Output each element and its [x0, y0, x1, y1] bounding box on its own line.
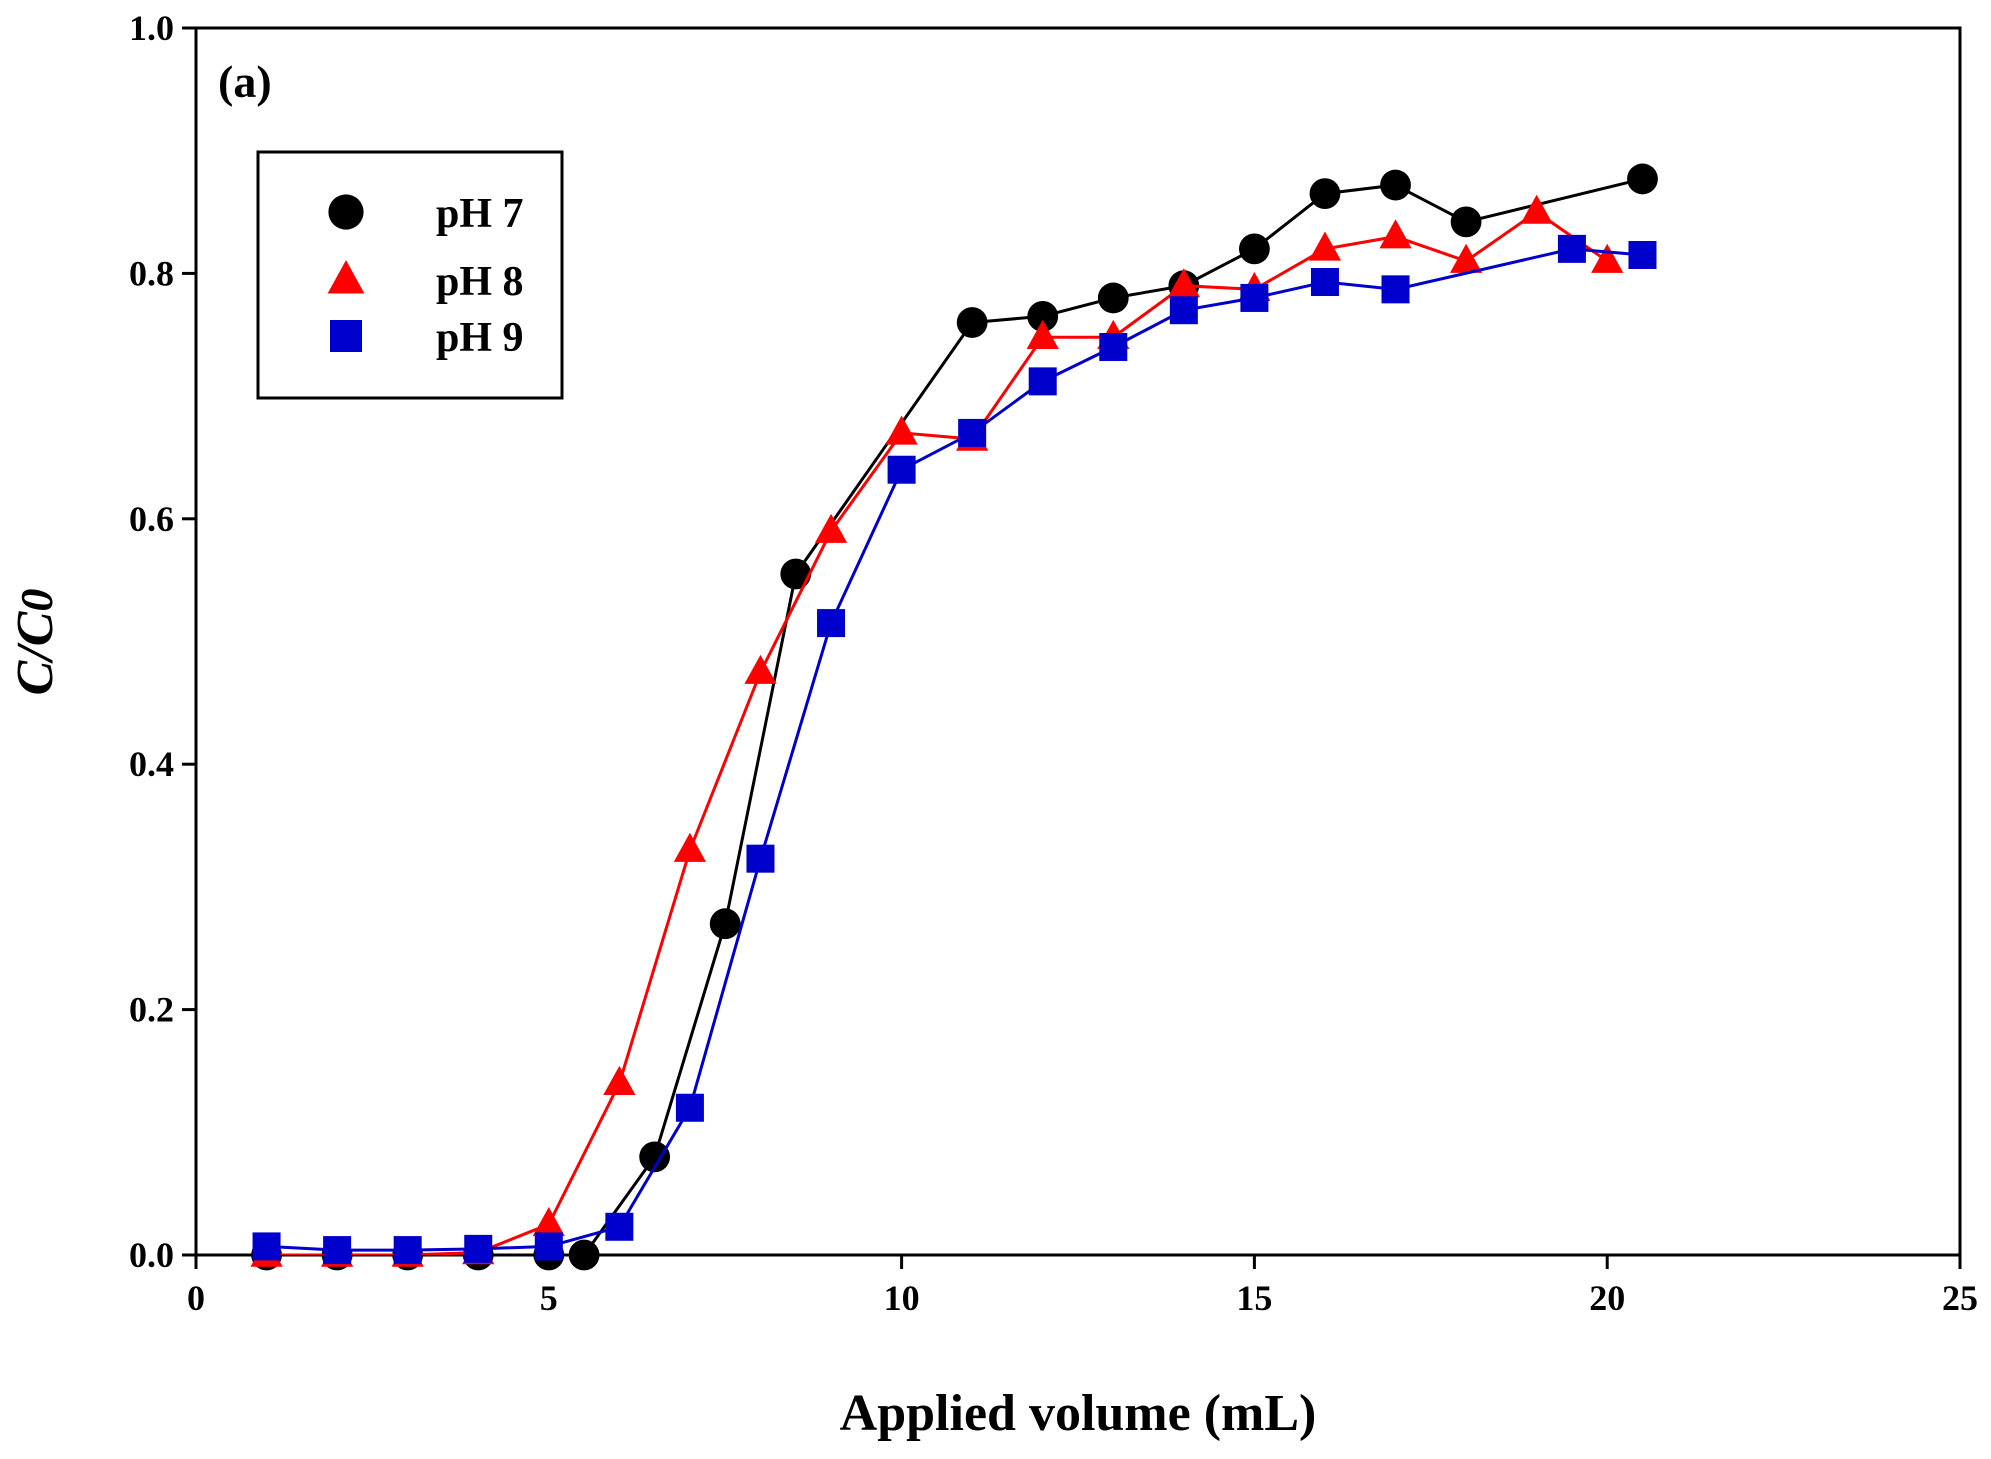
data-point-ph9	[323, 1236, 352, 1265]
data-point-ph9	[1169, 296, 1198, 325]
y-tick-label: 0.6	[129, 499, 174, 539]
data-point-ph7	[1380, 169, 1411, 201]
data-point-ph9	[1557, 234, 1586, 263]
data-point-ph9	[958, 418, 987, 447]
x-tick-label: 10	[884, 1278, 920, 1318]
data-point-ph8	[1167, 268, 1200, 298]
data-point-ph8	[1591, 243, 1624, 273]
panel-label: (a)	[218, 56, 272, 107]
x-axis: 0 5 10 15 20 25	[187, 1255, 1978, 1318]
data-point-ph7	[639, 1141, 671, 1173]
x-tick-label: 0	[187, 1278, 205, 1318]
data-point-ph9	[393, 1236, 422, 1265]
y-axis-title-subscript: 0	[11, 589, 62, 612]
y-axis-title-main: C/C	[7, 610, 64, 695]
data-point-ph7	[568, 1239, 600, 1271]
legend-marker-ph7	[328, 194, 364, 230]
legend-marker-ph9	[330, 320, 362, 352]
data-point-ph7	[780, 558, 812, 590]
data-point-ph9	[1099, 333, 1128, 362]
data-point-ph8	[673, 832, 707, 862]
data-point-ph9	[817, 609, 846, 638]
data-point-ph8	[1026, 319, 1059, 349]
series-layer	[250, 163, 1658, 1271]
data-point-ph7	[1097, 282, 1129, 314]
data-point-ph8	[532, 1206, 565, 1237]
x-tick-label: 15	[1236, 1278, 1272, 1318]
legend-marker-ph8	[327, 260, 365, 294]
data-point-ph9	[605, 1212, 634, 1241]
legend-label-ph8: pH 8	[436, 259, 524, 305]
data-point-ph7	[1027, 300, 1059, 332]
y-tick-label: 1.0	[129, 8, 174, 48]
data-point-ph7	[1450, 206, 1482, 238]
y-axis-title: C/C0	[7, 589, 64, 696]
x-tick-label: 20	[1589, 1278, 1625, 1318]
data-point-ph8	[744, 654, 777, 684]
legend-box	[256, 150, 564, 400]
y-tick-label: 0.8	[129, 253, 174, 293]
data-point-ph9	[887, 455, 916, 484]
data-point-ph9	[534, 1232, 563, 1261]
x-axis-title: Applied volume (mL)	[840, 1385, 1317, 1442]
series-ph9	[252, 234, 1657, 1265]
data-point-ph8	[885, 415, 918, 445]
data-point-ph9	[1240, 283, 1269, 312]
data-point-ph8	[814, 513, 848, 543]
data-point-ph9	[464, 1234, 493, 1263]
data-point-ph8	[603, 1065, 636, 1095]
data-point-ph8	[1449, 243, 1483, 273]
legend-label-ph7: pH 7	[436, 191, 524, 237]
data-point-ph8	[1520, 194, 1553, 224]
y-tick-label: 0.2	[129, 990, 174, 1030]
x-tick-label: 25	[1942, 1278, 1978, 1318]
data-point-ph9	[675, 1093, 704, 1122]
data-point-ph7	[1627, 163, 1658, 195]
y-axis: 0.0 0.2 0.4 0.6 0.8 1.0	[129, 8, 196, 1275]
data-point-ph8	[1308, 231, 1342, 261]
data-point-ph9	[1628, 240, 1657, 269]
data-point-ph9	[1381, 275, 1410, 304]
data-point-ph9	[1028, 367, 1057, 396]
data-point-ph7	[709, 908, 741, 940]
plot-frame	[194, 26, 1962, 1257]
y-tick-label: 0.4	[129, 744, 174, 784]
data-point-ph8	[1379, 219, 1412, 249]
x-tick-label: 5	[540, 1278, 558, 1318]
legend-label-ph9: pH 9	[436, 315, 524, 361]
data-point-ph9	[746, 844, 775, 873]
y-tick-label: 0.0	[129, 1235, 174, 1275]
data-point-ph9	[252, 1232, 281, 1261]
data-point-ph7	[956, 307, 988, 338]
legend: pH 7 pH 8 pH 9	[256, 150, 564, 400]
data-point-ph9	[1310, 267, 1339, 296]
data-point-ph7	[1309, 178, 1341, 210]
data-point-ph7	[1239, 233, 1270, 265]
